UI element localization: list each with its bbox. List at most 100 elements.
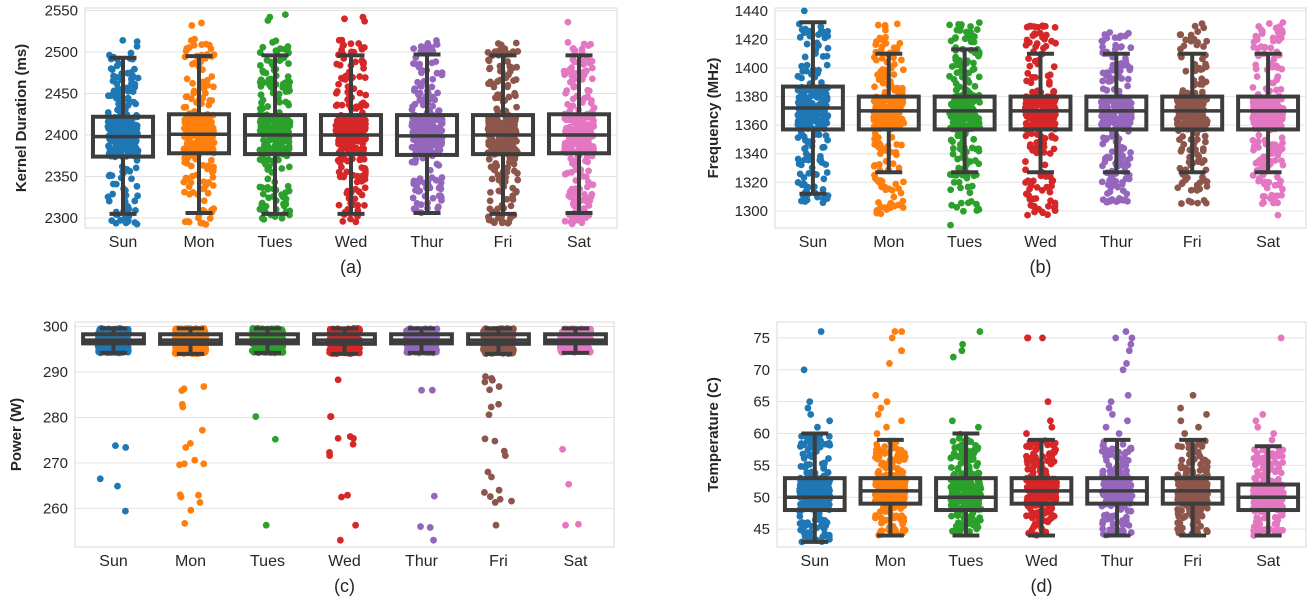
data-point xyxy=(578,140,586,148)
data-point xyxy=(486,197,494,205)
data-point xyxy=(1046,78,1053,86)
data-point xyxy=(946,21,953,29)
data-point xyxy=(566,123,573,131)
data-point xyxy=(487,142,494,149)
y-tick-label: 1400 xyxy=(735,60,768,77)
data-point xyxy=(358,191,366,199)
data-point xyxy=(883,121,891,129)
data-point xyxy=(134,192,142,200)
outlier-point xyxy=(195,491,202,499)
data-point xyxy=(1194,28,1202,36)
data-point xyxy=(1193,186,1201,194)
data-point xyxy=(588,75,596,83)
data-point xyxy=(798,197,805,205)
y-tick-label: 2350 xyxy=(45,169,78,186)
data-point xyxy=(580,190,588,198)
data-point xyxy=(970,97,978,104)
data-point xyxy=(1028,73,1036,81)
box-tues xyxy=(242,53,308,216)
data-point xyxy=(583,183,591,191)
data-point xyxy=(871,141,879,148)
data-point xyxy=(408,143,416,151)
data-point xyxy=(1195,152,1203,160)
data-point xyxy=(509,64,517,72)
data-point xyxy=(882,39,890,47)
data-point xyxy=(335,80,342,88)
data-point xyxy=(1026,195,1034,203)
data-point xyxy=(1032,195,1040,202)
data-point xyxy=(1263,184,1271,192)
data-point xyxy=(276,45,284,53)
data-point xyxy=(949,101,957,108)
data-point xyxy=(110,72,117,80)
data-point xyxy=(131,83,139,91)
data-point xyxy=(514,47,522,55)
data-point xyxy=(410,177,418,185)
data-point xyxy=(209,173,217,181)
data-point xyxy=(120,216,128,224)
data-point xyxy=(815,131,823,139)
data-point xyxy=(585,167,592,175)
data-point xyxy=(823,113,831,121)
data-point xyxy=(1116,34,1123,42)
data-point xyxy=(568,64,575,72)
data-point xyxy=(132,164,140,172)
outlier-point xyxy=(262,521,270,529)
outlier-point xyxy=(96,475,104,483)
data-point xyxy=(876,179,884,186)
data-point xyxy=(881,21,889,29)
data-point xyxy=(947,186,955,194)
y-tick-label: 290 xyxy=(43,364,68,381)
data-point xyxy=(354,172,361,180)
data-point xyxy=(1185,101,1193,109)
data-point xyxy=(497,41,505,49)
data-point xyxy=(510,160,518,168)
subplot-caption: (a) xyxy=(340,257,362,277)
data-point xyxy=(352,58,359,66)
data-point xyxy=(801,53,809,61)
data-point xyxy=(975,160,983,168)
data-point xyxy=(362,91,370,99)
outlier-point xyxy=(187,506,195,514)
data-point xyxy=(819,186,827,193)
data-point xyxy=(429,75,437,83)
data-point xyxy=(485,57,493,65)
data-point xyxy=(964,199,972,207)
data-point xyxy=(130,98,138,106)
data-point xyxy=(1050,88,1057,96)
data-point xyxy=(438,71,446,79)
data-point xyxy=(284,73,292,81)
data-point xyxy=(181,153,189,161)
data-point xyxy=(333,60,341,68)
data-point xyxy=(802,119,810,127)
data-point xyxy=(256,183,264,191)
data-point xyxy=(494,116,501,124)
data-point xyxy=(1117,60,1125,67)
data-point xyxy=(947,37,955,45)
data-point xyxy=(500,138,508,146)
data-point xyxy=(112,180,120,188)
data-point xyxy=(414,78,422,86)
x-tick-label: Mon xyxy=(175,553,206,570)
data-point xyxy=(191,115,199,123)
data-point xyxy=(588,97,595,104)
outlier-point xyxy=(179,403,187,411)
y-axis-label: Power (W) xyxy=(8,398,25,471)
data-point xyxy=(1178,145,1186,153)
data-point xyxy=(279,120,287,128)
y-tick-label: 1340 xyxy=(735,146,768,163)
data-point xyxy=(1033,183,1041,191)
data-point xyxy=(109,119,117,127)
data-point xyxy=(282,195,290,203)
data-point xyxy=(278,165,286,172)
data-point xyxy=(1187,35,1195,43)
data-point xyxy=(897,189,905,197)
data-point xyxy=(335,201,343,209)
data-point xyxy=(571,83,579,91)
data-point xyxy=(428,59,436,67)
x-tick-label: Tues xyxy=(250,553,285,570)
data-point xyxy=(1107,77,1115,85)
data-point xyxy=(586,59,594,67)
data-point xyxy=(264,183,272,191)
data-point xyxy=(504,58,511,65)
